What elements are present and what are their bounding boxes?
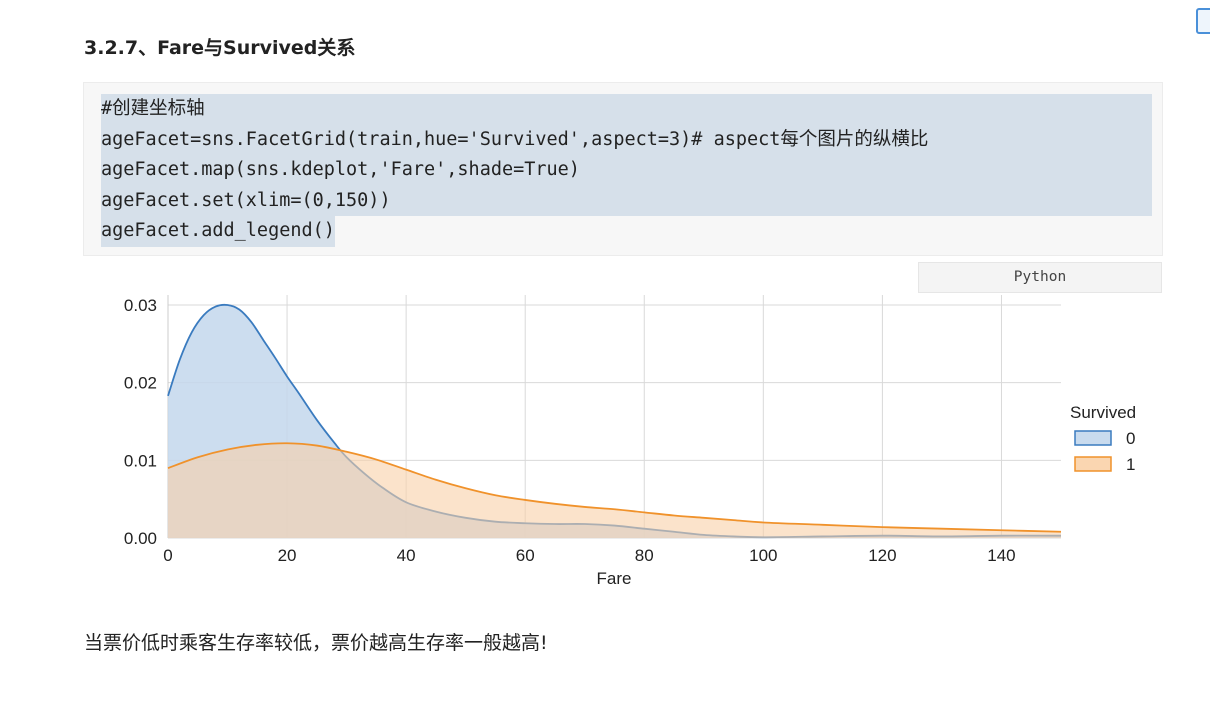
legend-title: Survived xyxy=(1070,403,1136,422)
x-tick-label: 140 xyxy=(987,546,1015,565)
code-line-1: #创建坐标轴 xyxy=(101,94,1152,125)
tick-labels: 0 20 40 60 80 100 120 140 0.00 0.01 0.02 0.03 xyxy=(124,296,1016,565)
density-area-survived-1 xyxy=(168,443,1061,538)
x-tick-label: 100 xyxy=(749,546,777,565)
legend-label-0: 0 xyxy=(1126,429,1135,448)
code-line-2: ageFacet=sns.FacetGrid(train,hue='Surviv… xyxy=(101,124,1152,155)
density-line-survived-1 xyxy=(167,442,1062,533)
x-tick-label: 80 xyxy=(635,546,654,565)
x-axis-title: Fare xyxy=(597,569,632,588)
y-tick-label: 0.03 xyxy=(124,296,157,315)
code-line-3: ageFacet.map(sns.kdeplot,'Fare',shade=Tr… xyxy=(101,155,1152,186)
legend-label-1: 1 xyxy=(1126,455,1135,474)
y-tick-label: 0.01 xyxy=(124,451,157,470)
code-cell[interactable]: #创建坐标轴 ageFacet=sns.FacetGrid(train,hue=… xyxy=(83,82,1163,256)
x-tick-label: 40 xyxy=(397,546,416,565)
language-badge[interactable]: Python xyxy=(918,262,1162,293)
section-title: 3.2.7、Fare与Survived关系 xyxy=(84,37,356,59)
x-tick-label: 20 xyxy=(278,546,297,565)
legend: Survived 0 1 xyxy=(1070,403,1136,474)
code-line-4: ageFacet.set(xlim=(0,150)) xyxy=(101,185,1152,216)
code-line-5: ageFacet.add_legend() xyxy=(101,216,335,247)
y-tick-label: 0.00 xyxy=(124,529,157,548)
x-tick-label: 0 xyxy=(163,546,172,565)
x-tick-label: 60 xyxy=(516,546,535,565)
legend-swatch-1 xyxy=(1074,456,1112,472)
corner-widget-icon[interactable] xyxy=(1196,8,1210,34)
conclusion-text: 当票价低时乘客生存率较低，票价越高生存率一般越高! xyxy=(84,632,548,654)
legend-swatch-0 xyxy=(1074,430,1112,446)
density-areas xyxy=(167,303,1062,539)
code-lines: #创建坐标轴 ageFacet=sns.FacetGrid(train,hue=… xyxy=(101,94,1152,247)
x-tick-label: 120 xyxy=(868,546,896,565)
y-tick-label: 0.02 xyxy=(124,374,157,393)
